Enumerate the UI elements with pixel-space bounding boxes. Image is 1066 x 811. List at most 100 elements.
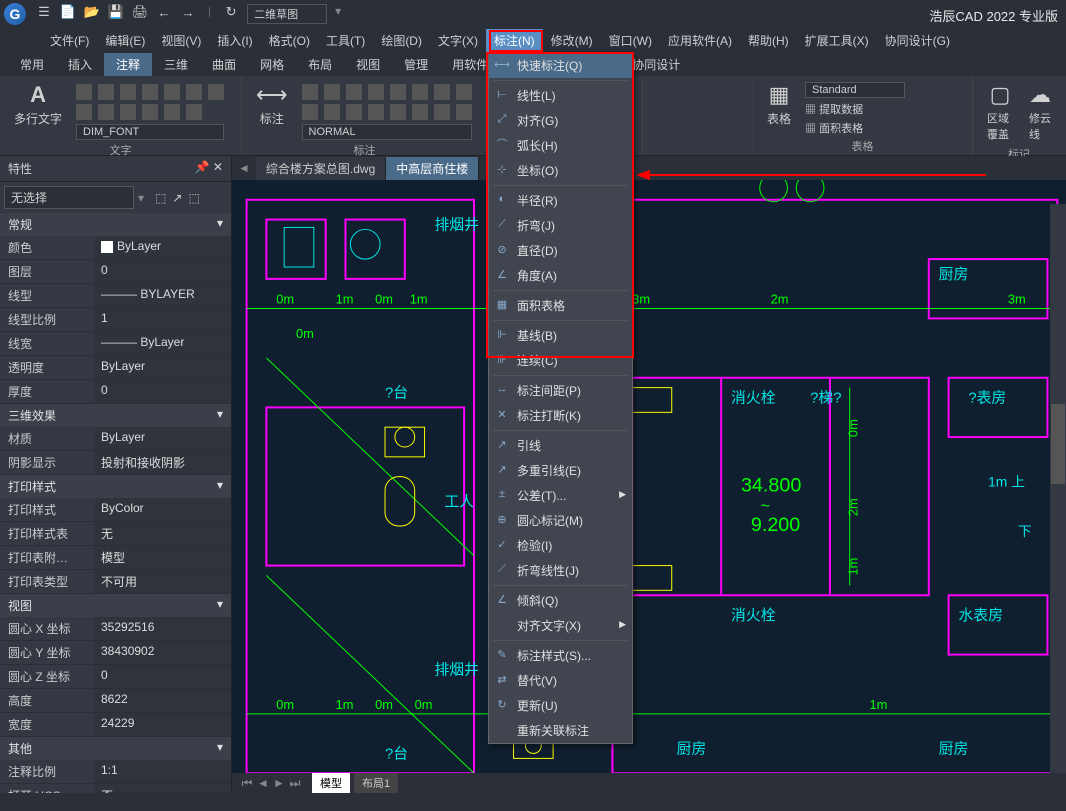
workspace-combo[interactable]: 二维草图 xyxy=(247,4,327,24)
menu-item[interactable]: 窗口(W) xyxy=(601,29,660,52)
props-pick-icon[interactable]: ↗ xyxy=(172,191,182,205)
props-row[interactable]: 材质ByLayer xyxy=(0,427,231,451)
props-row[interactable]: 打开 UCS…否 xyxy=(0,784,231,793)
props-row[interactable]: 高度8622 xyxy=(0,689,231,713)
ribbon-tab[interactable]: 布局 xyxy=(296,53,344,76)
ribbon-tab[interactable]: 管理 xyxy=(392,53,440,76)
ribbon-tab[interactable]: 三维 xyxy=(152,53,200,76)
dropdown-item[interactable]: ±公差(T)...▶ xyxy=(489,483,632,508)
dropdown-item[interactable]: ∠角度(A) xyxy=(489,263,632,288)
props-pin-icon[interactable]: 📌 ✕ xyxy=(195,160,223,177)
layout-tab-model[interactable]: 模型 xyxy=(312,773,350,793)
menu-item[interactable]: 应用软件(A) xyxy=(660,29,740,52)
save-icon[interactable]: 💾 xyxy=(108,4,124,20)
dropdown-item[interactable]: ⊢线性(L) xyxy=(489,83,632,108)
table-button[interactable]: ▦ 表格 xyxy=(761,80,797,136)
ribbon-tab[interactable]: 视图 xyxy=(344,53,392,76)
menu-item[interactable]: 视图(V) xyxy=(153,29,209,52)
dropdown-item[interactable]: 重新关联标注 xyxy=(489,718,632,743)
undo-icon[interactable]: ← xyxy=(156,4,172,20)
doc-tab[interactable]: 综合楼方案总图.dwg xyxy=(256,157,386,180)
dim-style-combo[interactable]: NORMAL xyxy=(302,124,472,140)
props-row[interactable]: 圆心 Y 坐标38430902 xyxy=(0,641,231,665)
ribbon-tab[interactable]: 注释 xyxy=(104,53,152,76)
dropdown-item[interactable]: ↗多重引线(E) xyxy=(489,458,632,483)
dropdown-item[interactable]: ⊪连续(C) xyxy=(489,348,632,373)
props-qselect-icon[interactable]: ⬚ xyxy=(188,191,199,205)
props-row[interactable]: 阴影显示投射和接收阴影 xyxy=(0,451,231,475)
dropdown-item[interactable]: ✕标注打断(K) xyxy=(489,403,632,428)
props-row[interactable]: 线宽——— ByLayer xyxy=(0,332,231,356)
menu-item[interactable]: 工具(T) xyxy=(318,29,373,52)
dropdown-item[interactable]: ⟷快速标注(Q) xyxy=(489,53,632,78)
props-row[interactable]: 图层0 xyxy=(0,260,231,284)
props-row[interactable]: 打印表类型不可用 xyxy=(0,570,231,594)
drawing-viewport[interactable]: 0m1m 0m1m 3m2m 3m 0m 0m1m 0m0m 0m1m 排烟井 … xyxy=(232,180,1066,793)
menu-item[interactable]: 格式(O) xyxy=(261,29,318,52)
props-row[interactable]: 透明度ByLayer xyxy=(0,356,231,380)
props-row[interactable]: 打印样式ByColor xyxy=(0,498,231,522)
dropdown-item[interactable]: ⊩基线(B) xyxy=(489,323,632,348)
layout-prev-icon[interactable]: ◄ xyxy=(256,776,270,791)
text-style-combo[interactable]: DIM_FONT xyxy=(76,124,224,140)
props-row[interactable]: 打印样式表无 xyxy=(0,522,231,546)
menu-item[interactable]: 文件(F) xyxy=(42,29,97,52)
dropdown-item[interactable]: ∠倾斜(Q) xyxy=(489,588,632,613)
ribbon-tab[interactable]: 插入 xyxy=(56,53,104,76)
props-row[interactable]: 注释比例1:1 xyxy=(0,760,231,784)
dimension-button[interactable]: ⟷ 标注 xyxy=(250,80,294,140)
dropdown-item[interactable]: ⤢对齐(G) xyxy=(489,108,632,133)
props-section-header[interactable]: 打印样式▾ xyxy=(0,475,231,498)
dropdown-item[interactable]: ⊹坐标(O) xyxy=(489,158,632,183)
doc-tab-prev[interactable]: ◄ xyxy=(232,161,256,175)
menu-item[interactable]: 标注(N) xyxy=(486,29,543,52)
menu-item[interactable]: 绘图(D) xyxy=(373,29,430,52)
new-icon[interactable]: 📄 xyxy=(60,4,76,20)
dropdown-item[interactable]: ⊘直径(D) xyxy=(489,238,632,263)
extract-data-button[interactable]: ▦ 提取数据 xyxy=(805,101,905,117)
mtext-button[interactable]: A 多行文字 xyxy=(8,80,68,140)
layout-last-icon[interactable]: ⏭ xyxy=(288,776,302,791)
menu-item[interactable]: 扩展工具(X) xyxy=(797,29,877,52)
dropdown-item[interactable]: ⊕圆心标记(M) xyxy=(489,508,632,533)
dropdown-item[interactable]: ▦面积表格 xyxy=(489,293,632,318)
props-section-header[interactable]: 视图▾ xyxy=(0,594,231,617)
menu-item[interactable]: 文字(X) xyxy=(430,29,486,52)
layout-tab-layout1[interactable]: 布局1 xyxy=(354,773,398,793)
layout-next-icon[interactable]: ► xyxy=(272,776,286,791)
props-row[interactable]: 厚度0 xyxy=(0,380,231,404)
menu-item[interactable]: 编辑(E) xyxy=(97,29,153,52)
props-row[interactable]: 颜色ByLayer xyxy=(0,236,231,260)
props-row[interactable]: 线型比例1 xyxy=(0,308,231,332)
props-selector[interactable]: 无选择 xyxy=(4,186,134,209)
dropdown-item[interactable]: ⌒弧长(H) xyxy=(489,133,632,158)
area-table-button[interactable]: ▦ 面积表格 xyxy=(805,120,905,136)
table-style-combo[interactable]: Standard xyxy=(805,82,905,98)
dropdown-item[interactable]: ⟋折弯线性(J) xyxy=(489,558,632,583)
menu-item[interactable]: 插入(I) xyxy=(209,29,260,52)
ribbon-tab[interactable]: 常用 xyxy=(8,53,56,76)
menu-item[interactable]: 帮助(H) xyxy=(740,29,797,52)
props-section-header[interactable]: 常规▾ xyxy=(0,213,231,236)
props-section-header[interactable]: 其他▾ xyxy=(0,737,231,760)
props-filter-icon[interactable]: ⬚ xyxy=(155,191,166,205)
props-row[interactable]: 打印表附…模型 xyxy=(0,546,231,570)
dropdown-item[interactable]: ⟋折弯(J) xyxy=(489,213,632,238)
menu-item[interactable]: 协同设计(G) xyxy=(877,29,958,52)
dropdown-item[interactable]: 对齐文字(X)▶ xyxy=(489,613,632,638)
dropdown-item[interactable]: ↗引线 xyxy=(489,433,632,458)
layout-first-icon[interactable]: ⏮ xyxy=(240,776,254,791)
dropdown-item[interactable]: ◐半径(R) xyxy=(489,188,632,213)
props-row[interactable]: 圆心 X 坐标35292516 xyxy=(0,617,231,641)
ribbon-tab[interactable]: 曲面 xyxy=(200,53,248,76)
revcloud-button[interactable]: ☁ 修云线 xyxy=(1023,80,1057,144)
dropdown-item[interactable]: ⇄替代(V) xyxy=(489,668,632,693)
open-icon[interactable]: 📂 xyxy=(84,4,100,20)
props-row[interactable]: 圆心 Z 坐标0 xyxy=(0,665,231,689)
menu-icon[interactable]: ☰ xyxy=(36,4,52,20)
ribbon-tab[interactable]: 网格 xyxy=(248,53,296,76)
dropdown-item[interactable]: ✎标注样式(S)... xyxy=(489,643,632,668)
vertical-scrollbar[interactable] xyxy=(1050,204,1066,793)
props-section-header[interactable]: 三维效果▾ xyxy=(0,404,231,427)
print-icon[interactable]: 🖨 xyxy=(132,4,148,20)
